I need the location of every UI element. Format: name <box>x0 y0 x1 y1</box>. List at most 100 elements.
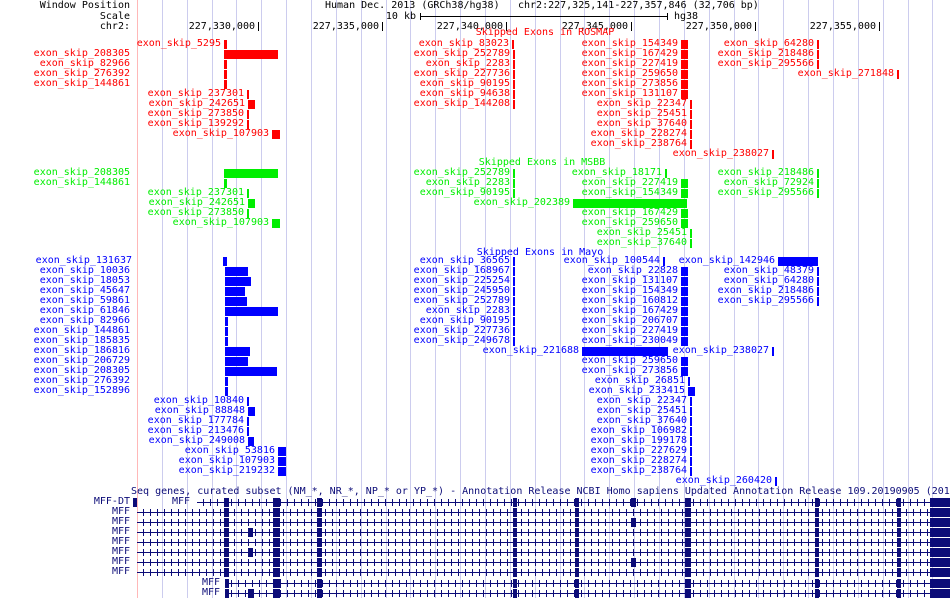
gene-label[interactable]: MFF <box>201 577 220 588</box>
gene-exon[interactable] <box>273 589 280 598</box>
exon-skip-item[interactable] <box>224 50 278 59</box>
track-title-rosmap[interactable]: Skipped Exons in ROSMAP <box>475 27 615 38</box>
exon-skip-label[interactable]: exon_skip_227419 <box>581 58 678 69</box>
gene-exon[interactable] <box>317 528 322 537</box>
gene-exon[interactable] <box>133 498 137 507</box>
exon-skip-item[interactable] <box>513 337 515 346</box>
exon-skip-label[interactable]: exon_skip_230049 <box>581 335 678 346</box>
exon-skip-item[interactable] <box>512 40 514 49</box>
exon-skip-label[interactable]: exon_skip_144861 <box>33 78 130 89</box>
exon-skip-label[interactable]: exon_skip_144861 <box>33 177 130 188</box>
exon-skip-item[interactable] <box>681 307 688 316</box>
exon-skip-item[interactable] <box>690 110 692 119</box>
exon-skip-item[interactable] <box>681 179 688 188</box>
exon-skip-label[interactable]: exon_skip_219232 <box>178 465 275 476</box>
exon-skip-item[interactable] <box>817 189 819 198</box>
exon-skip-label[interactable]: exon_skip_259650 <box>581 217 678 228</box>
exon-skip-item[interactable] <box>681 60 688 69</box>
exon-skip-label[interactable]: exon_skip_221688 <box>482 345 579 356</box>
gene-exon[interactable] <box>930 568 950 577</box>
gene-exon[interactable] <box>317 548 322 557</box>
exon-skip-label[interactable]: exon_skip_64280 <box>723 275 814 286</box>
gene-exon[interactable] <box>685 528 691 537</box>
exon-skip-item[interactable] <box>224 169 278 178</box>
exon-skip-label[interactable]: exon_skip_227736 <box>413 325 510 336</box>
exon-skip-item[interactable] <box>225 367 277 376</box>
gene-label[interactable]: MFF <box>111 506 130 517</box>
exon-skip-item[interactable] <box>681 367 688 376</box>
gene-exon[interactable] <box>930 518 950 527</box>
exon-skip-item[interactable] <box>513 317 515 326</box>
exon-skip-item[interactable] <box>690 120 692 129</box>
exon-skip-label[interactable]: exon_skip_107903 <box>172 217 269 228</box>
gene-exon[interactable] <box>575 528 579 537</box>
exon-skip-label[interactable]: exon_skip_273850 <box>147 207 244 218</box>
exon-skip-item[interactable] <box>690 467 692 476</box>
exon-skip-item[interactable] <box>247 397 249 406</box>
gene-exon[interactable] <box>575 538 579 547</box>
gene-exon[interactable] <box>575 508 579 517</box>
exon-skip-item[interactable] <box>224 60 227 69</box>
gene-exon[interactable] <box>930 538 950 547</box>
exon-skip-item[interactable] <box>513 90 515 99</box>
exon-skip-label[interactable]: exon_skip_5295 <box>136 38 221 49</box>
gene-exon[interactable] <box>685 538 691 547</box>
exon-skip-item[interactable] <box>690 239 692 248</box>
gene-exon[interactable] <box>930 528 950 537</box>
exon-skip-label[interactable]: exon_skip_2283 <box>425 177 510 188</box>
exon-skip-label[interactable]: exon_skip_213476 <box>147 425 244 436</box>
exon-skip-label[interactable]: exon_skip_252789 <box>413 295 510 306</box>
exon-skip-label[interactable]: exon_skip_83023 <box>418 38 509 49</box>
exon-skip-label[interactable]: exon_skip_273856 <box>581 78 678 89</box>
exon-skip-item[interactable] <box>225 317 228 326</box>
exon-skip-label[interactable]: exon_skip_37640 <box>596 237 687 248</box>
gene-exon[interactable] <box>575 548 579 557</box>
exon-skip-item[interactable] <box>513 100 515 109</box>
exon-skip-item[interactable] <box>513 50 515 59</box>
gene-exon[interactable] <box>685 589 691 598</box>
gene-exon[interactable] <box>273 518 280 527</box>
exon-skip-item[interactable] <box>690 140 692 149</box>
exon-skip-label[interactable]: exon_skip_218486 <box>717 285 814 296</box>
exon-skip-label[interactable]: exon_skip_252789 <box>413 48 510 59</box>
exon-skip-label[interactable]: exon_skip_154349 <box>581 285 678 296</box>
gene-exon[interactable] <box>273 579 281 588</box>
exon-skip-label[interactable]: exon_skip_22828 <box>587 265 678 276</box>
exon-skip-label[interactable]: exon_skip_26851 <box>594 375 685 386</box>
gene-exon[interactable] <box>513 538 517 547</box>
exon-skip-item[interactable] <box>272 219 280 228</box>
exon-skip-item[interactable] <box>817 277 819 286</box>
exon-skip-label[interactable]: exon_skip_295566 <box>717 295 814 306</box>
exon-skip-label[interactable]: exon_skip_249008 <box>148 435 245 446</box>
exon-skip-item[interactable] <box>247 120 249 129</box>
exon-skip-item[interactable] <box>681 317 688 326</box>
exon-skip-item[interactable] <box>573 199 687 208</box>
gene-exon[interactable] <box>897 528 901 537</box>
exon-skip-item[interactable] <box>681 277 688 286</box>
exon-skip-item[interactable] <box>513 297 515 306</box>
exon-skip-label[interactable]: exon_skip_45647 <box>39 285 130 296</box>
gene-exon[interactable] <box>930 548 950 557</box>
exon-skip-item[interactable] <box>817 50 819 59</box>
exon-skip-label[interactable]: exon_skip_18053 <box>39 275 130 286</box>
exon-skip-label[interactable]: exon_skip_273850 <box>147 108 244 119</box>
gene-label[interactable]: MFF <box>201 587 220 598</box>
gene-exon[interactable] <box>513 558 517 567</box>
exon-skip-item[interactable] <box>681 297 688 306</box>
gene-exon[interactable] <box>513 568 517 577</box>
exon-skip-label[interactable]: exon_skip_227629 <box>590 445 687 456</box>
exon-skip-item[interactable] <box>513 257 515 266</box>
exon-skip-item[interactable] <box>225 277 251 286</box>
gene-exon[interactable] <box>224 548 229 557</box>
exon-skip-item[interactable] <box>582 347 668 356</box>
exon-skip-item[interactable] <box>248 407 255 416</box>
exon-skip-item[interactable] <box>247 110 249 119</box>
exon-skip-label[interactable]: exon_skip_185835 <box>33 335 130 346</box>
exon-skip-item[interactable] <box>817 60 819 69</box>
exon-skip-label[interactable]: exon_skip_208305 <box>33 48 130 59</box>
exon-skip-item[interactable] <box>513 189 515 198</box>
gene-exon[interactable] <box>513 589 517 598</box>
exon-skip-label[interactable]: exon_skip_202389 <box>473 197 570 208</box>
exon-skip-label[interactable]: exon_skip_25451 <box>596 405 687 416</box>
exon-skip-item[interactable] <box>681 267 688 276</box>
